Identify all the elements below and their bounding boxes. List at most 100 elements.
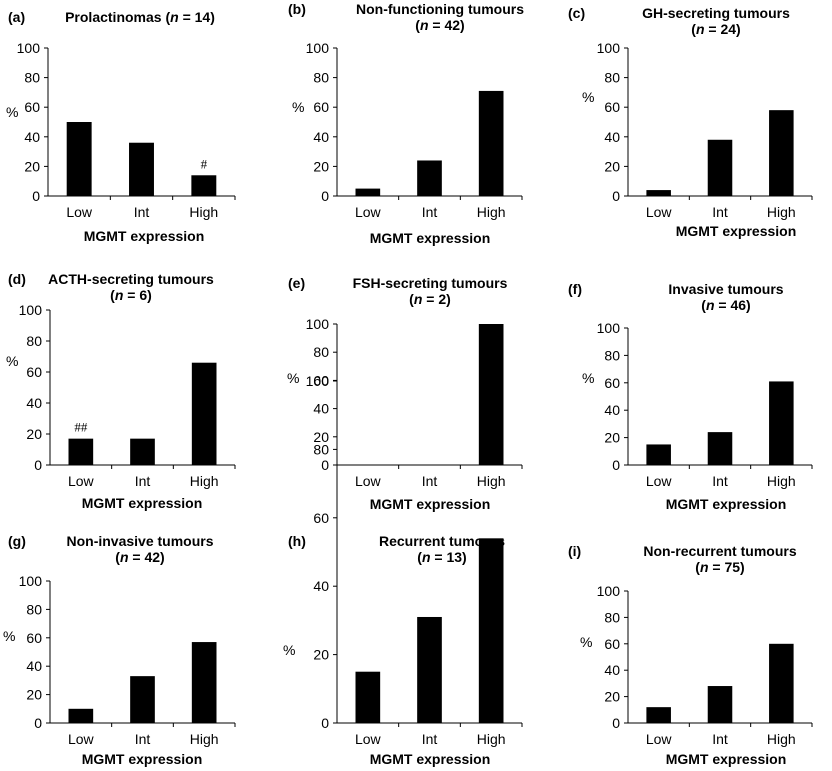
y-tick-label: 0 — [34, 457, 42, 473]
bar-low — [355, 188, 381, 196]
panel-sample-size: (n = 13) — [417, 549, 466, 565]
y-tick-label: 40 — [313, 129, 329, 145]
y-tick-label: 40 — [313, 401, 329, 417]
panel-i: (i) Non-recurrent tumours(n = 75) 0 20 40 60 8… — [568, 543, 813, 767]
y-tick-label: 80 — [604, 347, 620, 363]
x-tick-label: Int — [422, 204, 438, 220]
panel-sample-size: (n = 75) — [695, 559, 744, 575]
y-tick-label: 60 — [313, 372, 329, 388]
x-tick-label: High — [477, 204, 506, 220]
bar-int — [707, 139, 733, 196]
bar-int — [707, 432, 733, 465]
bar-high — [191, 362, 217, 465]
bar-int — [707, 686, 733, 723]
y-tick-label: 60 — [604, 636, 620, 652]
x-tick-label: Low — [355, 731, 382, 747]
bar-low — [66, 122, 92, 196]
y-tick-label: 20 — [604, 689, 620, 705]
y-tick-label: 60 — [604, 99, 620, 115]
panel-title: Invasive tumours — [668, 281, 783, 297]
bar-high — [478, 90, 504, 196]
y-axis-title: % — [6, 104, 18, 120]
bar-high — [769, 381, 794, 465]
y-tick-label: 20 — [26, 426, 42, 442]
x-tick-label: High — [477, 731, 506, 747]
y-tick-label: 100 — [306, 316, 330, 332]
y-tick-label: 20 — [313, 158, 329, 174]
panel-g: (g) Non-invasive tumours(n = 42) 0 20 40 60 80… — [3, 533, 236, 767]
panel-sample-size: (n = 42) — [115, 549, 164, 565]
panel-h: (h) Recurrent tumours(n = 13) 0 20 40 60 80 100… — [283, 373, 523, 767]
bar-int — [129, 142, 154, 196]
bar-low — [68, 438, 94, 465]
y-tick-label: 80 — [26, 601, 42, 617]
panel-sample-size: (n = 46) — [701, 297, 750, 313]
y-tick-label: 20 — [26, 687, 42, 703]
x-axis-title: MGMT expression — [82, 751, 203, 767]
significance-marker: # — [201, 156, 208, 171]
x-axis-title: MGMT expression — [666, 496, 787, 512]
x-tick-label: Int — [422, 731, 438, 747]
x-tick-label: Low — [646, 473, 673, 489]
y-tick-label: 80 — [604, 609, 620, 625]
x-tick-label: Int — [712, 204, 728, 220]
bar-int — [417, 616, 442, 723]
y-tick-label: 20 — [313, 647, 329, 663]
bar-int — [130, 676, 155, 723]
x-tick-label: Low — [66, 204, 93, 220]
y-axis-title: % — [292, 99, 304, 115]
panel-letter: (a) — [8, 9, 25, 25]
y-tick-label: 40 — [24, 129, 40, 145]
bar-low — [646, 707, 671, 723]
x-tick-label: High — [190, 731, 219, 747]
y-tick-label: 100 — [17, 40, 41, 56]
x-axis-title: MGMT expression — [666, 751, 787, 767]
y-tick-label: 20 — [604, 430, 620, 446]
y-tick-label: 20 — [313, 429, 329, 445]
panel-sample-size: (n = 6) — [110, 287, 152, 303]
y-tick-label: 0 — [321, 188, 329, 204]
y-tick-label: 100 — [597, 40, 621, 56]
y-axis-title: % — [287, 370, 299, 386]
panel-title: FSH-secreting tumours — [353, 275, 508, 291]
bar-high — [478, 538, 504, 723]
y-tick-label: 60 — [313, 99, 329, 115]
y-axis-title: % — [580, 634, 592, 650]
y-tick-label: 80 — [24, 70, 40, 86]
y-axis-title: % — [6, 353, 18, 369]
y-axis-title: % — [3, 628, 15, 644]
bar-high — [191, 642, 217, 723]
x-tick-label: Low — [68, 731, 95, 747]
panel-letter: (g) — [8, 533, 26, 549]
y-tick-label: 40 — [313, 578, 329, 594]
y-axis-title: % — [582, 370, 594, 386]
bar-low — [646, 190, 671, 196]
panel-sample-size: (n = 42) — [415, 17, 464, 33]
y-tick-label: 60 — [313, 510, 329, 526]
x-axis-title: MGMT expression — [370, 230, 491, 246]
y-tick-label: 0 — [612, 715, 620, 731]
panel-sample-size: (n = 2) — [409, 291, 451, 307]
x-tick-label: Low — [646, 204, 673, 220]
bar-high — [769, 110, 794, 196]
x-tick-label: High — [767, 204, 796, 220]
x-tick-label: High — [767, 731, 796, 747]
bar-high — [769, 643, 794, 723]
bar-high — [191, 175, 217, 196]
x-tick-label: Int — [135, 473, 151, 489]
y-tick-label: 100 — [306, 40, 330, 56]
panel-letter: (h) — [288, 533, 306, 549]
y-tick-label: 100 — [597, 320, 621, 336]
bar-int — [130, 438, 155, 465]
x-tick-label: Int — [134, 204, 150, 220]
y-tick-label: 0 — [32, 188, 40, 204]
y-tick-label: 0 — [34, 715, 42, 731]
y-tick-label: 60 — [604, 375, 620, 391]
panel-letter: (f) — [568, 281, 582, 297]
x-tick-label: Int — [712, 473, 728, 489]
panel-f: (f) Invasive tumours(n = 46) 0 20 40 60 80 100%… — [568, 281, 813, 512]
y-tick-label: 20 — [24, 158, 40, 174]
panel-title: Non-recurrent tumours — [643, 543, 796, 559]
bar-low — [355, 671, 381, 723]
